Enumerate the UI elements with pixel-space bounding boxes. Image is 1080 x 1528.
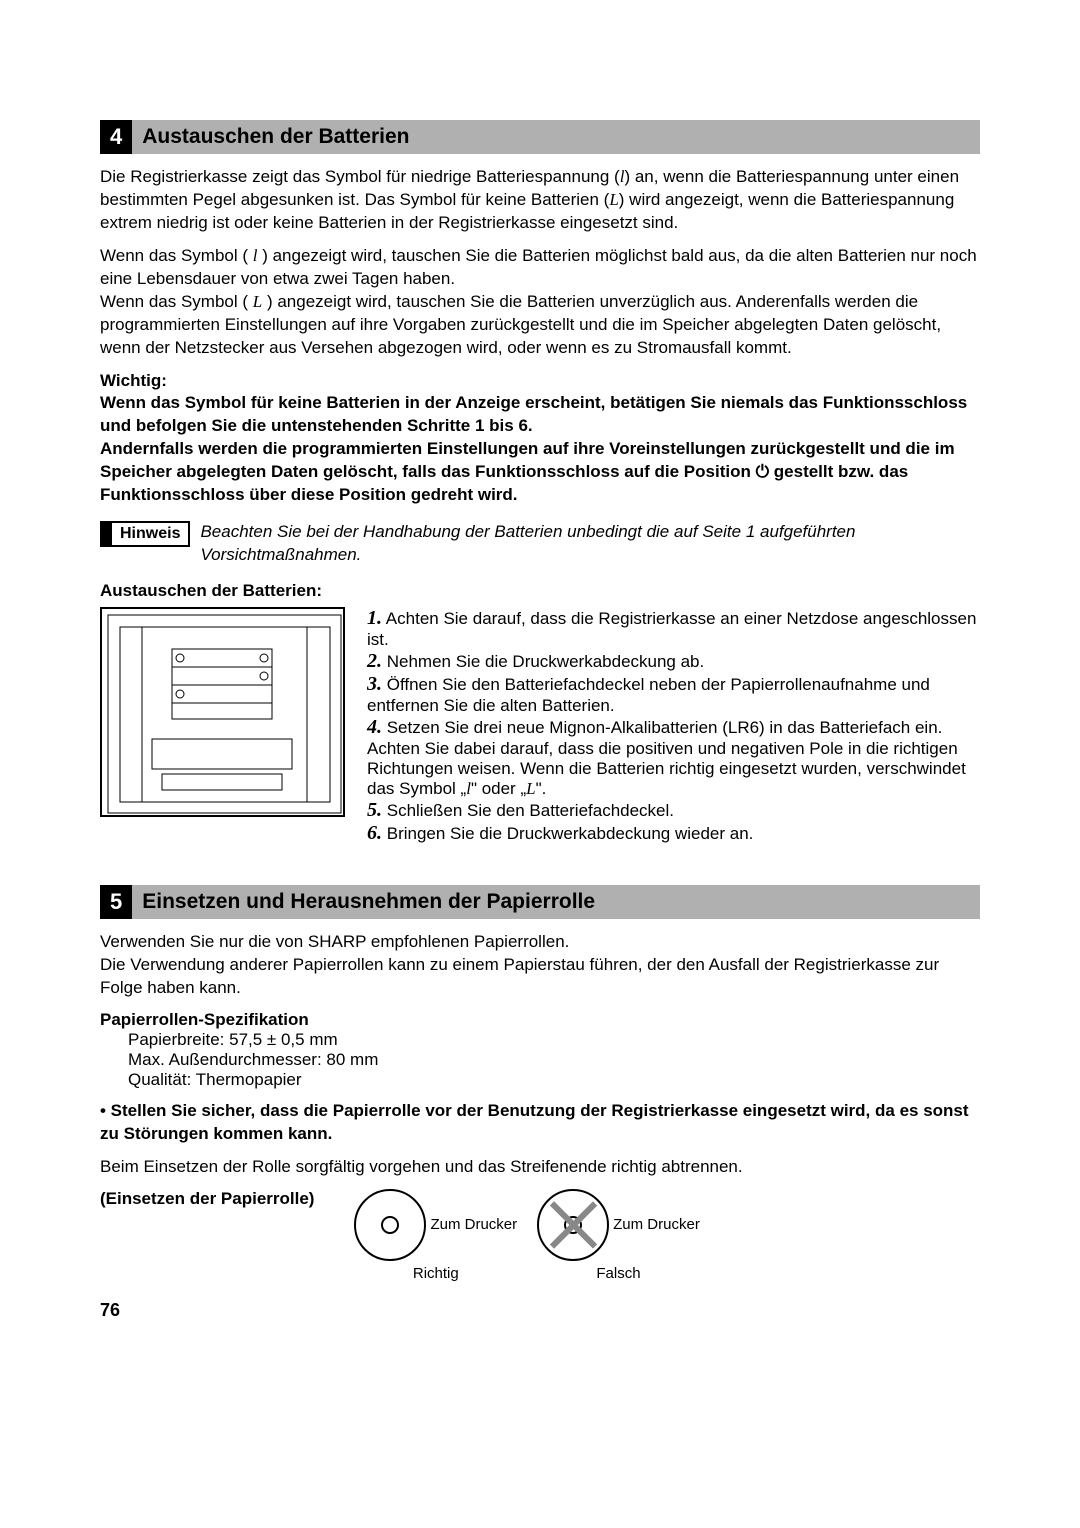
step-2-num: 2. (367, 650, 382, 672)
section-5-number: 5 (100, 885, 132, 919)
roll-correct: Zum Drucker Richtig (354, 1189, 517, 1282)
step-1-num: 1. (367, 607, 382, 629)
step-5-text: Schließen Sie den Batteriefachdeckel. (387, 801, 674, 820)
correct-label: Richtig (354, 1265, 517, 1282)
page-number: 76 (100, 1300, 980, 1321)
roll-figures: Zum Drucker Richtig Zum Drucker Falsch (354, 1189, 699, 1282)
roll-wrong: Zum Drucker Falsch (537, 1189, 700, 1282)
spec-qual: Qualität: Thermopapier (128, 1070, 980, 1090)
step-1-text: Achten Sie darauf, dass die Registrierka… (367, 609, 976, 649)
step-5-num: 5. (367, 799, 382, 821)
spec-width: Papierbreite: 57,5 ± 0,5 mm (128, 1030, 980, 1050)
step-4-num: 4. (367, 716, 382, 738)
no-batt-symbol-2: L (253, 292, 262, 311)
hinweis-text: Beachten Sie bei der Handhabung der Batt… (200, 521, 980, 567)
hinweis-box: Hinweis (100, 521, 190, 547)
battery-compartment-figure (100, 607, 345, 817)
wichtig-1: Wenn das Symbol für keine Batterien in d… (100, 393, 967, 435)
para3a: Wenn das Symbol ( (100, 292, 253, 311)
section4-para1: Die Registrierkasse zeigt das Symbol für… (100, 166, 980, 235)
spec-diam: Max. Außendurchmesser: 80 mm (128, 1050, 980, 1070)
section-4-header: 4 Austauschen der Batterien (100, 120, 980, 154)
section4-para2: Wenn das Symbol ( l ) angezeigt wird, ta… (100, 245, 980, 360)
low-batt-symbol: l (620, 167, 625, 186)
no-batt-symbol: L (609, 190, 618, 209)
bullet-text: • Stellen Sie sicher, dass die Papierrol… (100, 1101, 969, 1143)
step-6-text: Bringen Sie die Druckwerkabdeckung wiede… (387, 824, 754, 843)
wichtig-block: Wichtig: Wenn das Symbol für keine Batte… (100, 370, 980, 508)
section5-para1: Verwenden Sie nur die von SHARP empfohle… (100, 931, 980, 954)
section5-para3: Beim Einsetzen der Rolle sorgfältig vorg… (100, 1156, 980, 1179)
section-5-header: 5 Einsetzen und Herausnehmen der Papierr… (100, 885, 980, 919)
section5-bullet: • Stellen Sie sicher, dass die Papierrol… (100, 1100, 980, 1146)
step-6-num: 6. (367, 822, 382, 844)
section-4-number: 4 (100, 120, 132, 154)
power-symbol-icon: ⏻ (756, 462, 769, 481)
wrong-label: Falsch (537, 1265, 700, 1282)
section-4-title: Austauschen der Batterien (142, 125, 409, 149)
para2a: Wenn das Symbol ( (100, 246, 253, 265)
step-3-num: 3. (367, 673, 382, 695)
step4-sym-none: L (526, 779, 535, 798)
spec-block: Papierbreite: 57,5 ± 0,5 mm Max. Außendu… (100, 1030, 980, 1090)
insert-roll-label: (Einsetzen der Papierrolle) (100, 1189, 314, 1209)
step-2-text: Nehmen Sie die Druckwerkabdeckung ab. (387, 652, 705, 671)
section5-para2: Die Verwendung anderer Papierrollen kann… (100, 954, 980, 1000)
to-printer-1: Zum Drucker (430, 1216, 517, 1233)
wichtig-label: Wichtig: (100, 371, 167, 390)
hinweis-row: Hinweis Beachten Sie bei der Handhabung … (100, 521, 980, 567)
spec-head: Papierrollen-Spezifikation (100, 1010, 980, 1030)
roll-illustration-row: (Einsetzen der Papierrolle) Zum Drucker … (100, 1189, 980, 1282)
section-5-title: Einsetzen und Herausnehmen der Papierrol… (142, 890, 595, 914)
steps-list: 1. Achten Sie darauf, dass die Registrie… (367, 607, 980, 845)
to-printer-2: Zum Drucker (613, 1216, 700, 1233)
step-3-text: Öffnen Sie den Batteriefachdeckel neben … (367, 675, 930, 715)
steps-head: Austauschen der Batterien: (100, 581, 980, 601)
battery-steps-row: 1. Achten Sie darauf, dass die Registrie… (100, 607, 980, 845)
step4-sym-low: l (466, 779, 471, 798)
